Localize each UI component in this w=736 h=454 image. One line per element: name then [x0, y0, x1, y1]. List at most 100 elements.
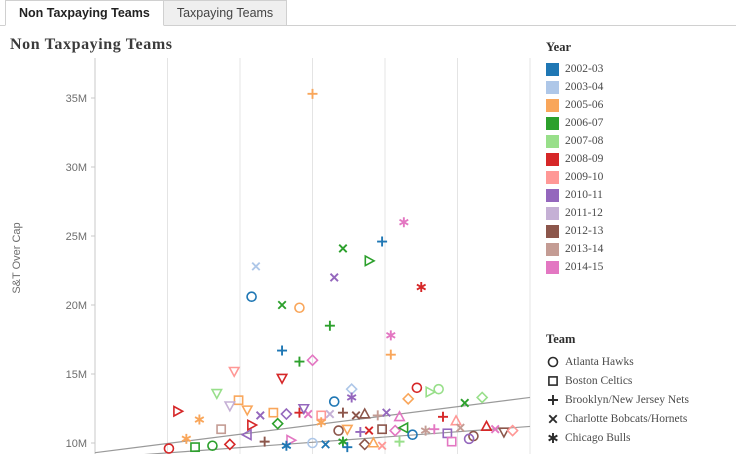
scatter-mark[interactable] — [455, 423, 465, 433]
scatter-mark[interactable] — [328, 396, 340, 407]
scatter-mark[interactable] — [402, 392, 415, 405]
scatter-mark[interactable] — [367, 436, 380, 448]
scatter-mark[interactable] — [294, 302, 305, 314]
scatter-mark[interactable] — [358, 438, 371, 451]
scatter-mark[interactable] — [277, 300, 287, 310]
team-legend-item[interactable]: Brooklyn/New Jersey Nets — [546, 390, 732, 409]
scatter-mark[interactable] — [416, 282, 427, 293]
scatter-mark[interactable] — [393, 410, 406, 422]
scatter-mark[interactable] — [377, 424, 387, 435]
scatter-mark[interactable] — [329, 272, 339, 282]
scatter-mark[interactable] — [228, 366, 241, 378]
scatter-mark[interactable] — [377, 441, 387, 451]
year-legend-item[interactable]: 2002-03 — [546, 60, 732, 78]
scatter-mark[interactable] — [268, 407, 279, 418]
scatter-mark[interactable] — [449, 414, 463, 426]
scatter-mark[interactable] — [306, 354, 319, 367]
scatter-mark[interactable] — [240, 428, 252, 441]
year-legend-item[interactable]: 2003-04 — [546, 78, 732, 96]
scatter-mark[interactable] — [420, 425, 431, 436]
year-legend-item[interactable]: 2012-13 — [546, 222, 732, 240]
scatter-mark[interactable] — [194, 414, 205, 425]
scatter-mark[interactable] — [333, 425, 344, 436]
year-legend-item[interactable]: 2007-08 — [546, 132, 732, 150]
scatter-mark[interactable] — [341, 424, 354, 436]
scatter-mark[interactable] — [321, 439, 330, 449]
scatter-mark[interactable] — [247, 418, 259, 432]
scatter-mark[interactable] — [480, 419, 493, 431]
scatter-mark[interactable] — [324, 320, 335, 331]
sheet-tab[interactable]: Taxpaying Teams — [162, 0, 288, 25]
scatter-mark[interactable] — [372, 410, 383, 421]
scatter-mark[interactable] — [173, 405, 185, 418]
scatter-mark[interactable] — [433, 383, 444, 395]
scatter-mark[interactable] — [377, 236, 388, 247]
scatter-mark[interactable] — [246, 291, 257, 303]
scatter-mark[interactable] — [364, 254, 376, 267]
team-legend-item[interactable]: Boston Celtics — [546, 371, 732, 390]
scatter-mark[interactable] — [364, 426, 374, 436]
scatter-mark[interactable] — [399, 217, 409, 228]
scatter-mark[interactable] — [325, 409, 335, 419]
scatter-mark[interactable] — [241, 405, 254, 417]
scatter-mark[interactable] — [351, 410, 361, 420]
scatter-mark[interactable] — [497, 427, 510, 439]
scatter-mark[interactable] — [355, 426, 366, 437]
sheet-tab[interactable]: Non Taxpaying Teams — [5, 0, 164, 26]
scatter-mark[interactable] — [394, 436, 405, 447]
scatter-mark[interactable] — [181, 433, 192, 444]
scatter-mark[interactable] — [490, 424, 500, 434]
team-legend-item[interactable]: Charlotte Bobcats/Hornets — [546, 409, 732, 428]
scatter-mark[interactable] — [316, 417, 327, 428]
scatter-mark[interactable] — [382, 408, 391, 418]
scatter-mark[interactable] — [251, 261, 261, 271]
scatter-mark[interactable] — [385, 349, 396, 360]
scatter-mark[interactable] — [506, 424, 519, 437]
scatter-mark[interactable] — [275, 373, 289, 385]
year-legend-item[interactable]: 2011-12 — [546, 204, 732, 222]
scatter-mark[interactable] — [307, 88, 318, 99]
year-legend-item[interactable]: 2008-09 — [546, 150, 732, 168]
team-legend-item[interactable]: Chicago Bulls — [546, 428, 732, 447]
team-legend-item[interactable]: Atlanta Hawks — [546, 352, 732, 371]
scatter-mark[interactable] — [346, 392, 357, 403]
scatter-mark[interactable] — [307, 437, 318, 449]
scatter-mark[interactable] — [411, 382, 423, 394]
year-legend-item[interactable]: 2014-15 — [546, 258, 732, 276]
scatter-mark[interactable] — [442, 428, 453, 439]
scatter-mark[interactable] — [286, 434, 298, 447]
scatter-mark[interactable] — [338, 436, 348, 447]
scatter-mark[interactable] — [463, 433, 475, 445]
scatter-mark[interactable] — [407, 429, 418, 441]
scatter-mark[interactable] — [476, 391, 489, 404]
scatter-mark[interactable] — [460, 398, 470, 408]
year-legend-item[interactable]: 2006-07 — [546, 114, 732, 132]
scatter-mark[interactable] — [259, 436, 270, 447]
scatter-mark[interactable] — [210, 388, 223, 400]
scatter-mark[interactable] — [223, 438, 236, 451]
scatter-mark[interactable] — [277, 345, 288, 356]
year-legend-item[interactable]: 2005-06 — [546, 96, 732, 114]
scatter-mark[interactable] — [397, 421, 409, 434]
scatter-mark[interactable] — [389, 424, 402, 437]
year-legend-item[interactable]: 2010-11 — [546, 186, 732, 204]
scatter-mark[interactable] — [294, 356, 305, 367]
scatter-mark[interactable] — [338, 243, 348, 253]
scatter-mark[interactable] — [233, 395, 244, 406]
year-legend-item[interactable]: 2013-14 — [546, 240, 732, 258]
year-legend-item[interactable]: 2009-10 — [546, 168, 732, 186]
scatter-mark[interactable] — [271, 417, 284, 430]
scatter-mark[interactable] — [190, 442, 200, 453]
scatter-mark[interactable] — [216, 424, 227, 435]
scatter-mark[interactable] — [337, 407, 348, 418]
scatter-mark[interactable] — [385, 330, 396, 341]
scatter-mark[interactable] — [429, 424, 440, 435]
scatter-mark[interactable] — [281, 440, 292, 451]
scatter-mark[interactable] — [223, 401, 236, 413]
scatter-mark[interactable] — [255, 410, 265, 420]
scatter-mark[interactable] — [446, 436, 457, 447]
scatter-mark[interactable] — [438, 411, 448, 422]
scatter-mark[interactable] — [358, 407, 371, 419]
scatter-mark[interactable] — [342, 442, 353, 453]
scatter-mark[interactable] — [297, 403, 310, 416]
